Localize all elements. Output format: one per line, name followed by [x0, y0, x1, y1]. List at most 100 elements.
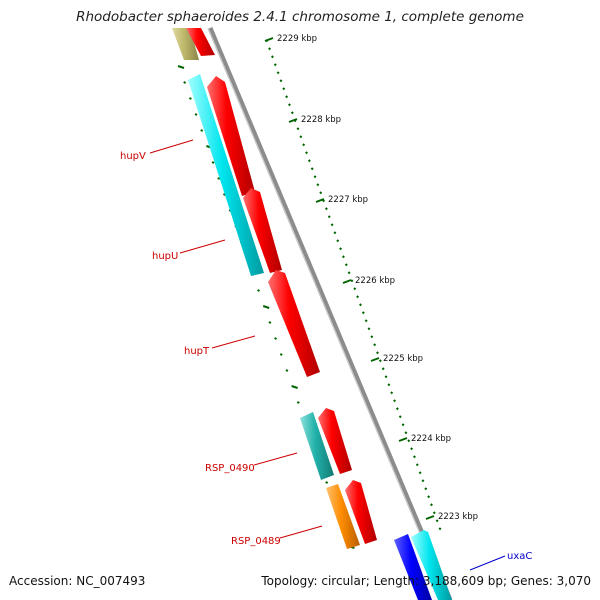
outer-minor-tick — [316, 183, 320, 187]
gene-labels: hupV hupU hupT RSP_0490 RSP_0489 uxaC — [120, 151, 532, 562]
outer-minor-tick — [410, 447, 414, 451]
gene-arrow-RSP_0489-red[interactable] — [345, 480, 377, 544]
kbp-label: 2226 kbp — [355, 276, 395, 286]
outer-minor-tick — [333, 231, 337, 235]
outer-minor-tick — [381, 367, 385, 371]
gene-arrow-RSP_0489-orange[interactable] — [326, 484, 360, 549]
outer-minor-tick — [424, 487, 428, 491]
kbp-major-tick — [288, 118, 298, 123]
inner-minor-tick — [211, 161, 215, 164]
outer-minor-tick — [378, 359, 382, 363]
gene-arrow-hupT-red[interactable] — [268, 270, 320, 377]
outer-minor-tick — [270, 55, 274, 59]
gene-label-leader — [279, 525, 323, 539]
gene-arrow-RSP_0490-teal[interactable] — [300, 412, 334, 480]
outer-minor-tick — [350, 279, 354, 283]
kbp-label: 2227 kbp — [328, 195, 368, 205]
outer-minor-tick — [273, 63, 277, 67]
kbp-major-tick — [342, 279, 352, 284]
gene-track — [172, 28, 452, 600]
outer-minor-tick — [288, 103, 291, 107]
outer-minor-tick — [432, 511, 436, 515]
gene-arrow-hupV-red[interactable] — [207, 76, 255, 196]
outer-minor-tick — [398, 415, 402, 419]
inner-minor-tick — [257, 289, 260, 292]
inner-minor-tick — [217, 177, 221, 180]
kbp-label: 2225 kbp — [383, 354, 423, 364]
gene-label-leader — [149, 139, 194, 154]
outer-minor-tick — [393, 399, 397, 403]
outer-minor-tick — [347, 271, 351, 275]
outer-minor-tick — [364, 319, 368, 323]
outer-minor-tick — [373, 343, 377, 347]
chromosome-backbone-highlight — [207, 27, 449, 600]
outer-minor-tick — [390, 391, 394, 395]
outer-minor-tick — [376, 351, 379, 355]
gene-arrow-hupU-red[interactable] — [243, 188, 282, 273]
outer-minor-tick — [404, 431, 408, 435]
gene-label-hupV[interactable]: hupV — [120, 151, 146, 162]
outer-minor-tick — [353, 287, 357, 291]
outer-minor-tick — [344, 263, 348, 267]
outer-minor-tick — [430, 503, 433, 507]
gene-label-leader — [253, 452, 298, 466]
outer-minor-tick — [367, 327, 371, 331]
inner-major-tick — [262, 305, 270, 309]
outer-minor-tick — [319, 191, 323, 195]
kbp-major-tick — [370, 357, 380, 362]
outer-minor-tick — [401, 423, 405, 427]
outer-minor-tick — [412, 455, 416, 459]
outer-minor-tick — [327, 215, 331, 219]
outer-minor-tick — [395, 407, 399, 411]
gene-arrow-hupV-cyan[interactable] — [188, 74, 264, 276]
inner-minor-tick — [285, 369, 289, 372]
outer-minor-tick — [339, 247, 343, 251]
outer-minor-tick — [387, 383, 391, 387]
outer-minor-tick — [268, 47, 272, 51]
outer-minor-tick — [282, 87, 286, 91]
gene-label-leader — [469, 555, 506, 571]
map-title: Rhodobacter sphaeroides 2.4.1 chromosome… — [76, 9, 524, 25]
kbp-label: 2228 kbp — [301, 115, 341, 125]
outer-minor-tick — [276, 71, 280, 75]
outer-minor-tick — [415, 463, 419, 467]
gene-label-leader — [179, 239, 226, 254]
kbp-scale-labels: 2229 kbp 2228 kbp 2227 kbp 2226 kbp 2225 kbp… — [264, 34, 478, 522]
inner-minor-tick — [325, 481, 329, 484]
accession-label: Accession: NC_007493 — [9, 574, 146, 588]
outer-minor-tick — [438, 527, 442, 531]
kbp-label: 2224 kbp — [411, 434, 451, 444]
gene-label-uxaC[interactable]: uxaC — [507, 551, 532, 562]
inner-minor-tick — [188, 97, 192, 100]
inner-minor-tick — [279, 353, 283, 356]
outer-minor-tick — [279, 79, 283, 83]
inner-minor-tick — [296, 401, 300, 404]
outer-minor-tick — [310, 167, 314, 171]
outer-minor-tick — [384, 375, 388, 379]
outer-minor-tick — [435, 519, 439, 523]
kbp-major-tick — [264, 37, 274, 42]
outer-minor-tick — [313, 175, 317, 179]
chromosome-backbone — [207, 27, 453, 600]
inner-major-tick — [177, 65, 185, 69]
inner-minor-tick — [194, 113, 198, 116]
kbp-label: 2229 kbp — [277, 34, 317, 44]
gene-label-hupT[interactable]: hupT — [184, 346, 210, 357]
outer-minor-tick — [336, 239, 340, 243]
outer-minor-tick — [307, 159, 311, 163]
inner-minor-tick — [274, 337, 278, 340]
gene-label-hupU[interactable]: hupU — [152, 251, 178, 262]
outer-minor-tick — [359, 303, 362, 307]
gene-arrow-uxaC-blue[interactable] — [394, 534, 432, 600]
outer-tick-ring — [265, 39, 442, 531]
outer-minor-tick — [361, 311, 365, 315]
outer-minor-tick — [296, 127, 300, 131]
gene-label-RSP_0489[interactable]: RSP_0489 — [231, 536, 281, 547]
gene-arrow-uxaC-cyan[interactable] — [411, 530, 452, 600]
outer-minor-tick — [324, 207, 328, 211]
outer-minor-tick — [421, 479, 425, 483]
gene-arrow-RSP_0490-red[interactable] — [318, 408, 352, 474]
gene-arrow-red-top[interactable] — [186, 28, 215, 56]
gene-label-RSP_0490[interactable]: RSP_0490 — [205, 463, 255, 474]
